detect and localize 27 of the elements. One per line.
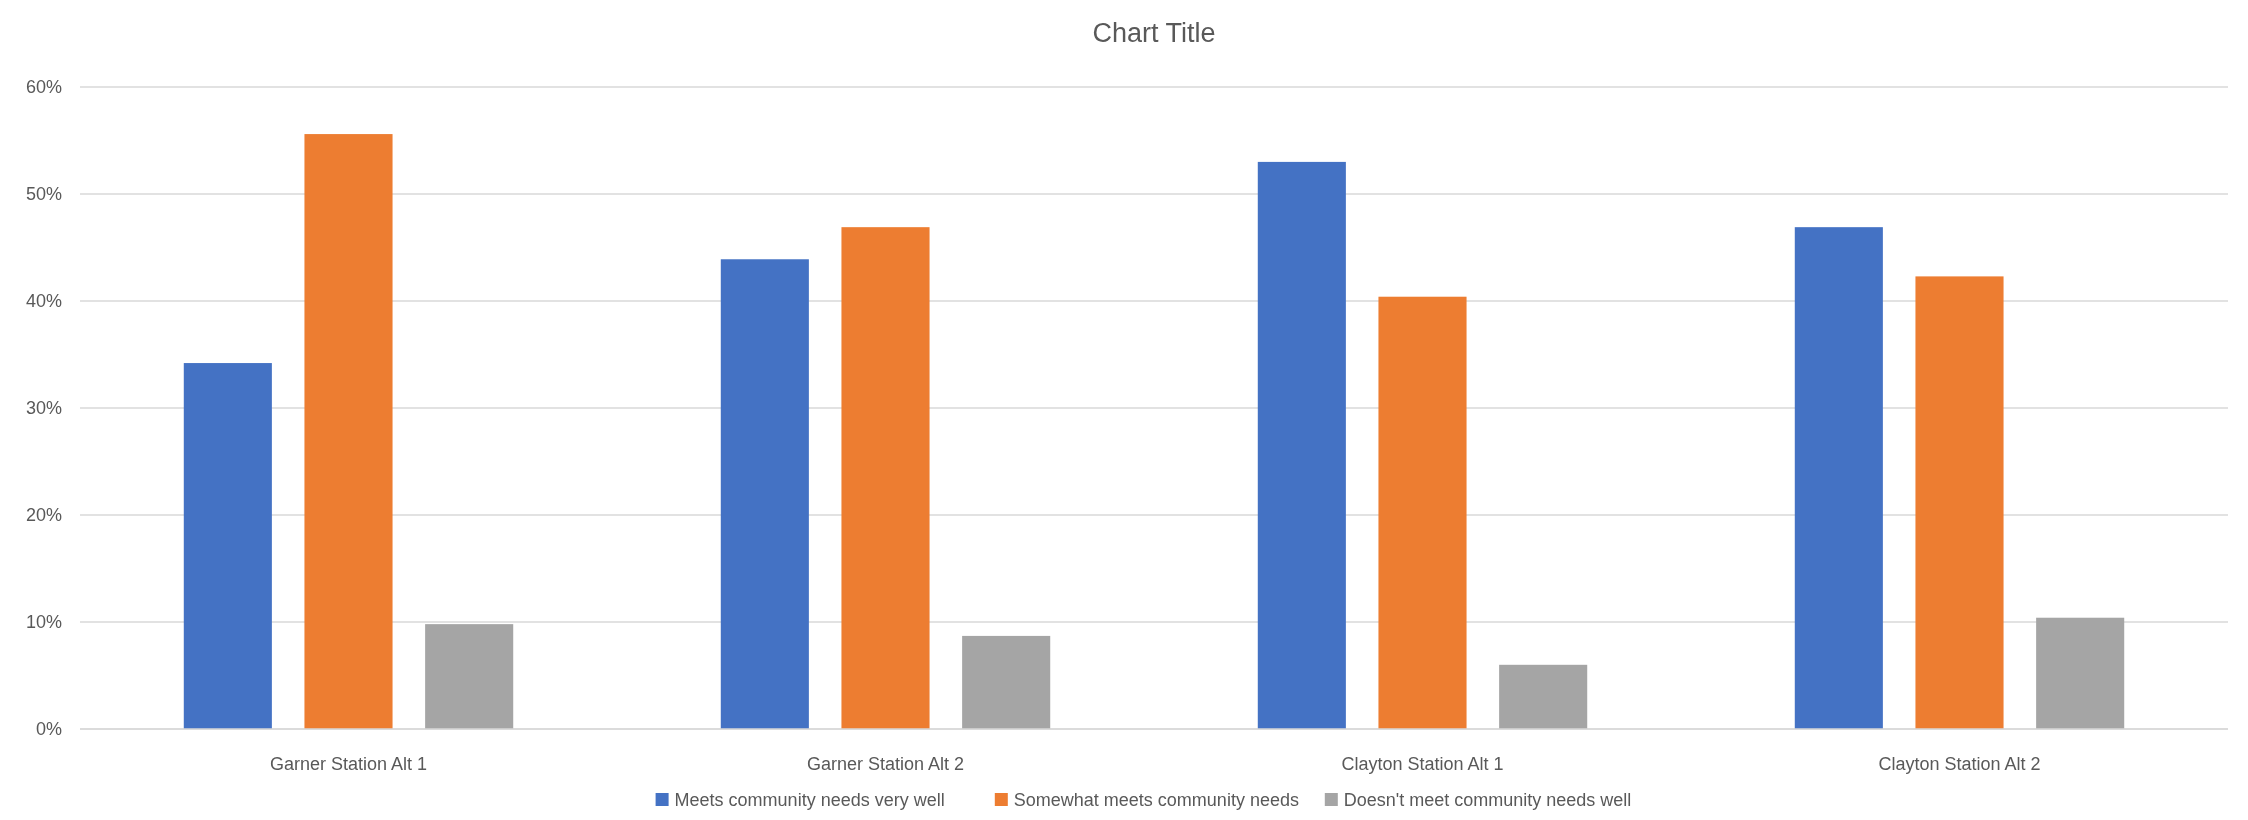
y-tick-label: 20%: [25, 505, 62, 526]
bar: [2036, 617, 2125, 729]
y-tick-label: 40%: [25, 291, 62, 312]
bar: [304, 134, 393, 729]
y-tick-label: 0%: [35, 719, 62, 740]
y-tick-label: 10%: [25, 612, 62, 633]
legend-label: Doesn't meet community needs well: [1343, 790, 1632, 810]
legend-label: Somewhat meets community needs: [1013, 790, 1299, 810]
legend-label: Meets community needs very well: [674, 790, 945, 810]
y-tick-label: 60%: [25, 77, 62, 98]
bar: [720, 259, 809, 729]
x-tick-label: Clayton Station Alt 2: [1878, 754, 2041, 774]
y-tick-label: 30%: [25, 398, 62, 419]
bar: [841, 227, 930, 729]
x-tick-label: Garner Station Alt 2: [806, 754, 965, 774]
x-tick-label: Clayton Station Alt 1: [1341, 754, 1504, 774]
bar: [183, 363, 272, 729]
x-tick-label: Garner Station Alt 1: [269, 754, 428, 774]
bar: [1499, 664, 1588, 729]
bar: [1915, 276, 2004, 729]
bar: [425, 624, 514, 729]
bar: [1378, 296, 1467, 729]
bar: [1794, 227, 1883, 729]
y-tick-label: 50%: [25, 184, 62, 205]
bar: [962, 635, 1051, 729]
bar: [1257, 161, 1346, 729]
chart-title: Chart Title: [1092, 18, 1216, 48]
